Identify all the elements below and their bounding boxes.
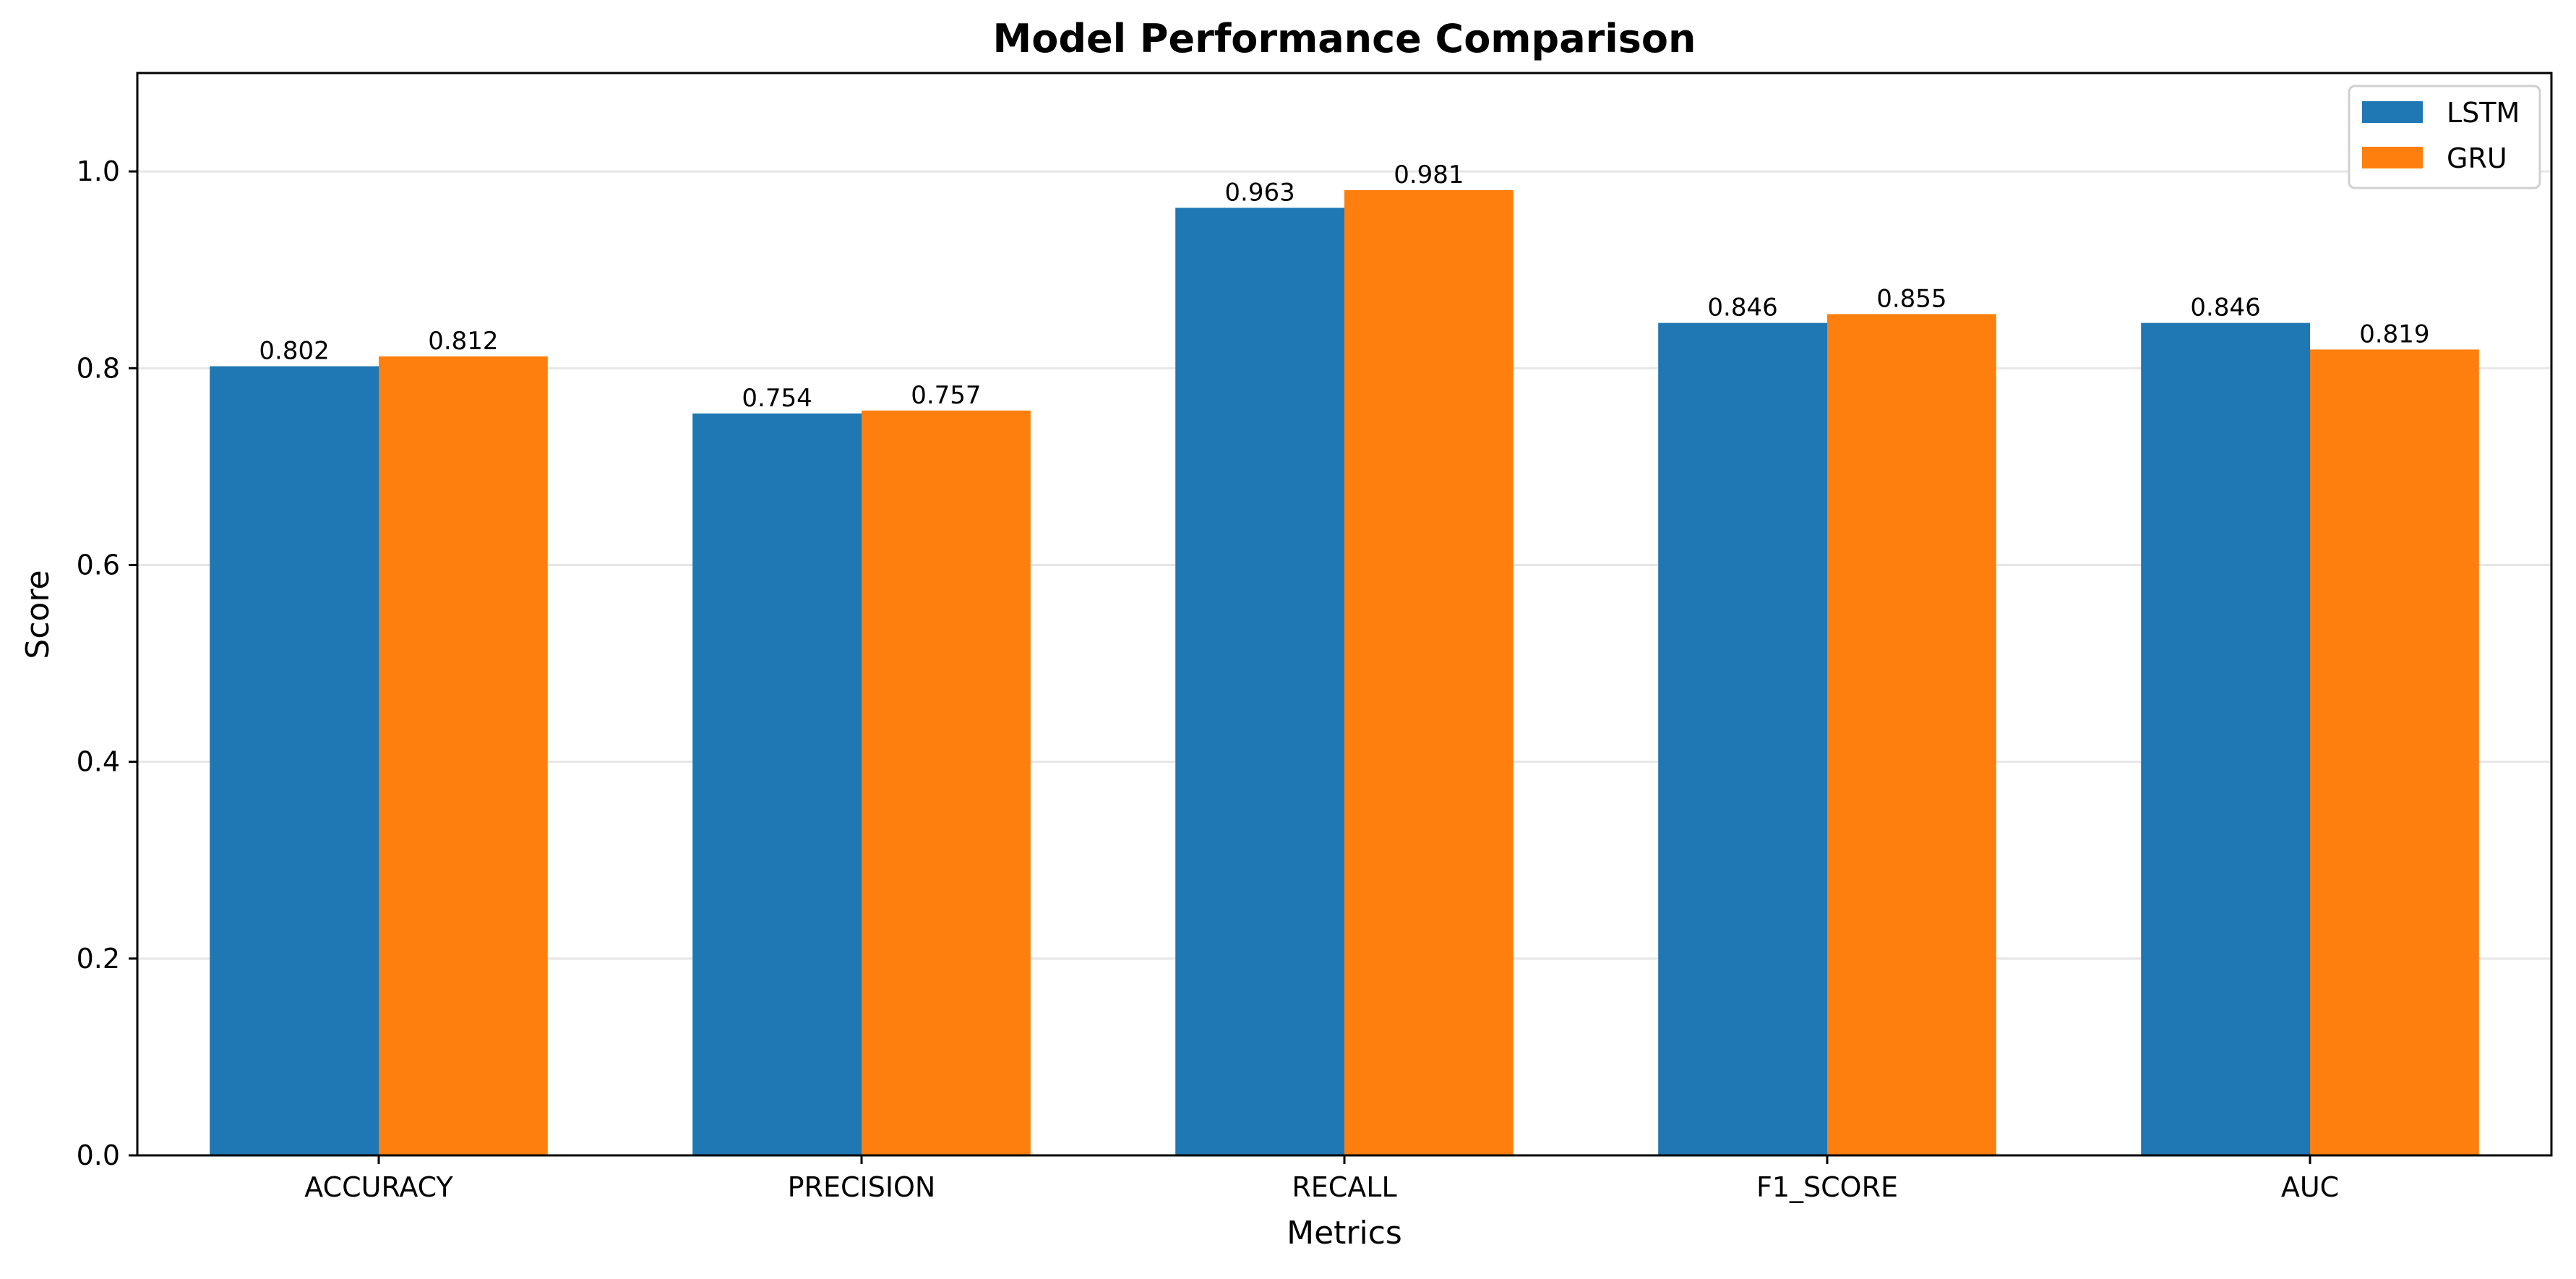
bar-lstm-accuracy: [210, 366, 379, 1155]
bar-gru-precision: [862, 410, 1031, 1156]
x-axis-label: Metrics: [1287, 1215, 1402, 1252]
bar-lstm-f1-score: [1658, 322, 1827, 1155]
legend-label-lstm: LSTM: [2447, 97, 2520, 129]
y-tick-label: 0.8: [77, 352, 120, 384]
y-tick-label: 0.0: [77, 1139, 120, 1171]
y-axis-ticks: 0.0 0.2 0.4 0.6 0.8 1.0: [77, 155, 137, 1171]
bar-gru-f1-score: [1827, 314, 1996, 1155]
x-tick-label: RECALL: [1292, 1171, 1396, 1203]
x-tick-label: F1_SCORE: [1756, 1171, 1898, 1203]
data-label-lstm-precision: 0.754: [742, 384, 812, 413]
data-labels: 0.802 0.812 0.754 0.757 0.963 0.981 0.846 0.855…: [259, 161, 2429, 413]
legend-swatch-lstm: [2362, 101, 2423, 123]
data-label-gru-recall: 0.981: [1394, 161, 1464, 189]
bar-lstm-recall: [1175, 208, 1344, 1155]
x-tick-label: PRECISION: [788, 1171, 936, 1203]
bar-gru-accuracy: [379, 356, 548, 1156]
legend-swatch-gru: [2362, 147, 2423, 168]
legend-label-gru: GRU: [2447, 142, 2507, 174]
x-axis-ticks: ACCURACY PRECISION RECALL F1_SCORE AUC: [304, 1155, 2339, 1203]
bar-lstm-precision: [692, 413, 862, 1156]
bar-gru-auc: [2310, 349, 2479, 1155]
data-label-gru-precision: 0.757: [911, 381, 981, 410]
data-label-lstm-accuracy: 0.802: [259, 337, 329, 366]
data-label-gru-f1-score: 0.855: [1876, 284, 1946, 313]
data-label-lstm-f1-score: 0.846: [1707, 294, 1777, 322]
bars: [210, 189, 2479, 1156]
y-axis-label: Score: [20, 570, 56, 659]
data-label-lstm-recall: 0.963: [1224, 178, 1295, 207]
bar-lstm-auc: [2141, 322, 2310, 1155]
chart-title: Model Performance Comparison: [993, 16, 1696, 61]
x-tick-label: AUC: [2281, 1171, 2339, 1203]
y-tick-label: 0.2: [77, 943, 120, 975]
y-tick-label: 0.6: [77, 549, 120, 581]
legend: LSTM GRU: [2348, 85, 2541, 189]
data-label-gru-auc: 0.819: [2359, 320, 2429, 348]
data-label-lstm-auc: 0.846: [2190, 294, 2260, 322]
data-label-gru-accuracy: 0.812: [428, 327, 498, 356]
bar-gru-recall: [1344, 189, 1514, 1155]
y-tick-label: 0.4: [77, 746, 120, 778]
x-tick-label: ACCURACY: [304, 1171, 453, 1203]
y-tick-label: 1.0: [77, 155, 120, 187]
